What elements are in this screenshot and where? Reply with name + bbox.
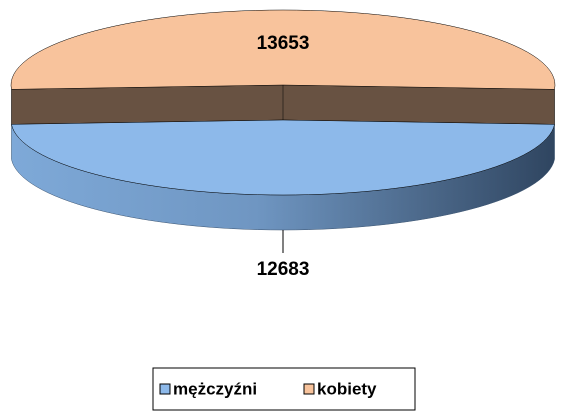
legend-label: kobiety	[317, 379, 377, 398]
legend-swatch	[303, 383, 315, 395]
legend-box	[152, 367, 416, 411]
slice-top	[10, 9, 556, 90]
data-label: 12683	[257, 259, 310, 280]
legend-label: mężczyźni	[173, 379, 257, 398]
slice-top	[11, 119, 555, 196]
legend-swatch	[159, 383, 171, 395]
data-label: 13653	[257, 33, 310, 54]
